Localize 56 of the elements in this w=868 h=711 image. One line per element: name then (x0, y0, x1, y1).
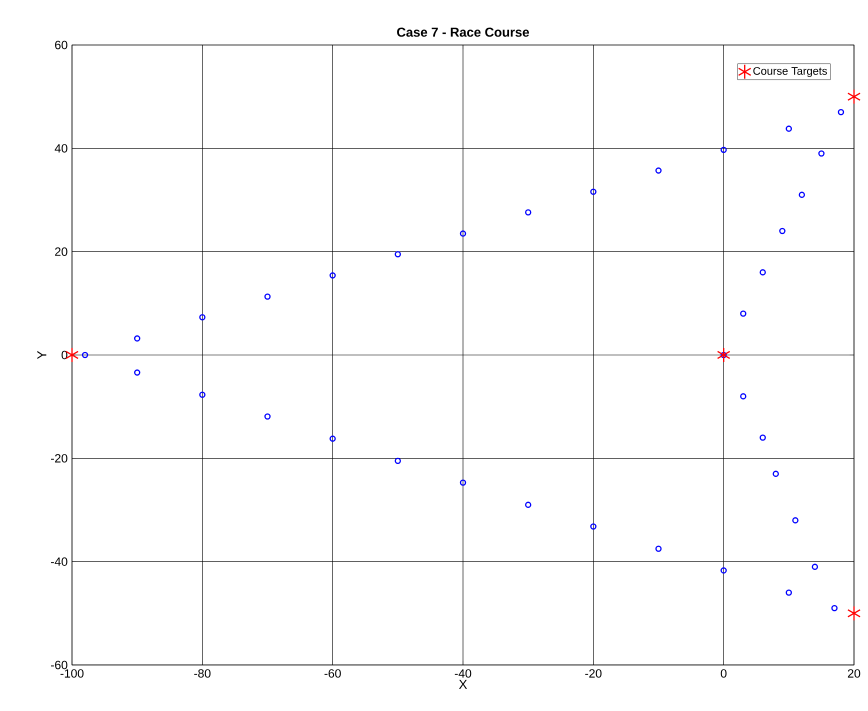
point (525, 209, 532, 216)
point (330, 436, 336, 442)
x-axis-title: X (458, 680, 468, 689)
point (134, 335, 140, 342)
point (264, 293, 271, 300)
point (525, 502, 532, 508)
point (838, 109, 844, 116)
point (818, 150, 825, 157)
point (812, 564, 818, 570)
point (460, 479, 466, 486)
x-tick-label: -40 (454, 669, 472, 678)
point (779, 228, 786, 234)
point (394, 251, 401, 258)
x-tick-label: 0 (720, 669, 727, 678)
point (134, 369, 140, 376)
point (720, 352, 727, 358)
point (831, 605, 838, 612)
y-tick-label: 60 (55, 40, 68, 50)
point (82, 352, 88, 358)
point (199, 392, 206, 398)
y-tick-label: 20 (55, 247, 68, 256)
point (655, 167, 662, 174)
y-tick-label: -40 (50, 557, 68, 566)
chart-title: Case 7 - Race Course (397, 28, 530, 37)
point (786, 126, 792, 132)
y-tick-label: 40 (54, 144, 68, 153)
point (786, 590, 792, 596)
point (330, 272, 336, 279)
point (394, 458, 401, 464)
point (847, 89, 861, 104)
point (847, 606, 861, 621)
point (264, 413, 271, 420)
x-tick-label: -100 (60, 669, 84, 678)
point (798, 192, 806, 198)
point (720, 146, 727, 154)
point (740, 393, 746, 400)
point (720, 567, 727, 574)
x-tick-label: -80 (194, 669, 211, 678)
legend-label: Course Targets (753, 67, 827, 78)
point (792, 517, 798, 524)
point (716, 347, 730, 363)
point (740, 310, 746, 317)
point (772, 470, 779, 477)
x-tick-label: 20 (848, 669, 860, 678)
point (590, 188, 596, 195)
point (655, 546, 662, 552)
point (590, 523, 596, 530)
x-tick-label: -20 (585, 669, 602, 678)
y-tick-label: -60 (50, 660, 68, 670)
point (460, 230, 466, 237)
y-tick-label: -20 (50, 454, 68, 463)
point (760, 269, 766, 276)
point (760, 434, 766, 441)
point (199, 314, 206, 320)
x-tick-label: -60 (324, 669, 341, 678)
y-axis-title: Y (37, 350, 46, 360)
